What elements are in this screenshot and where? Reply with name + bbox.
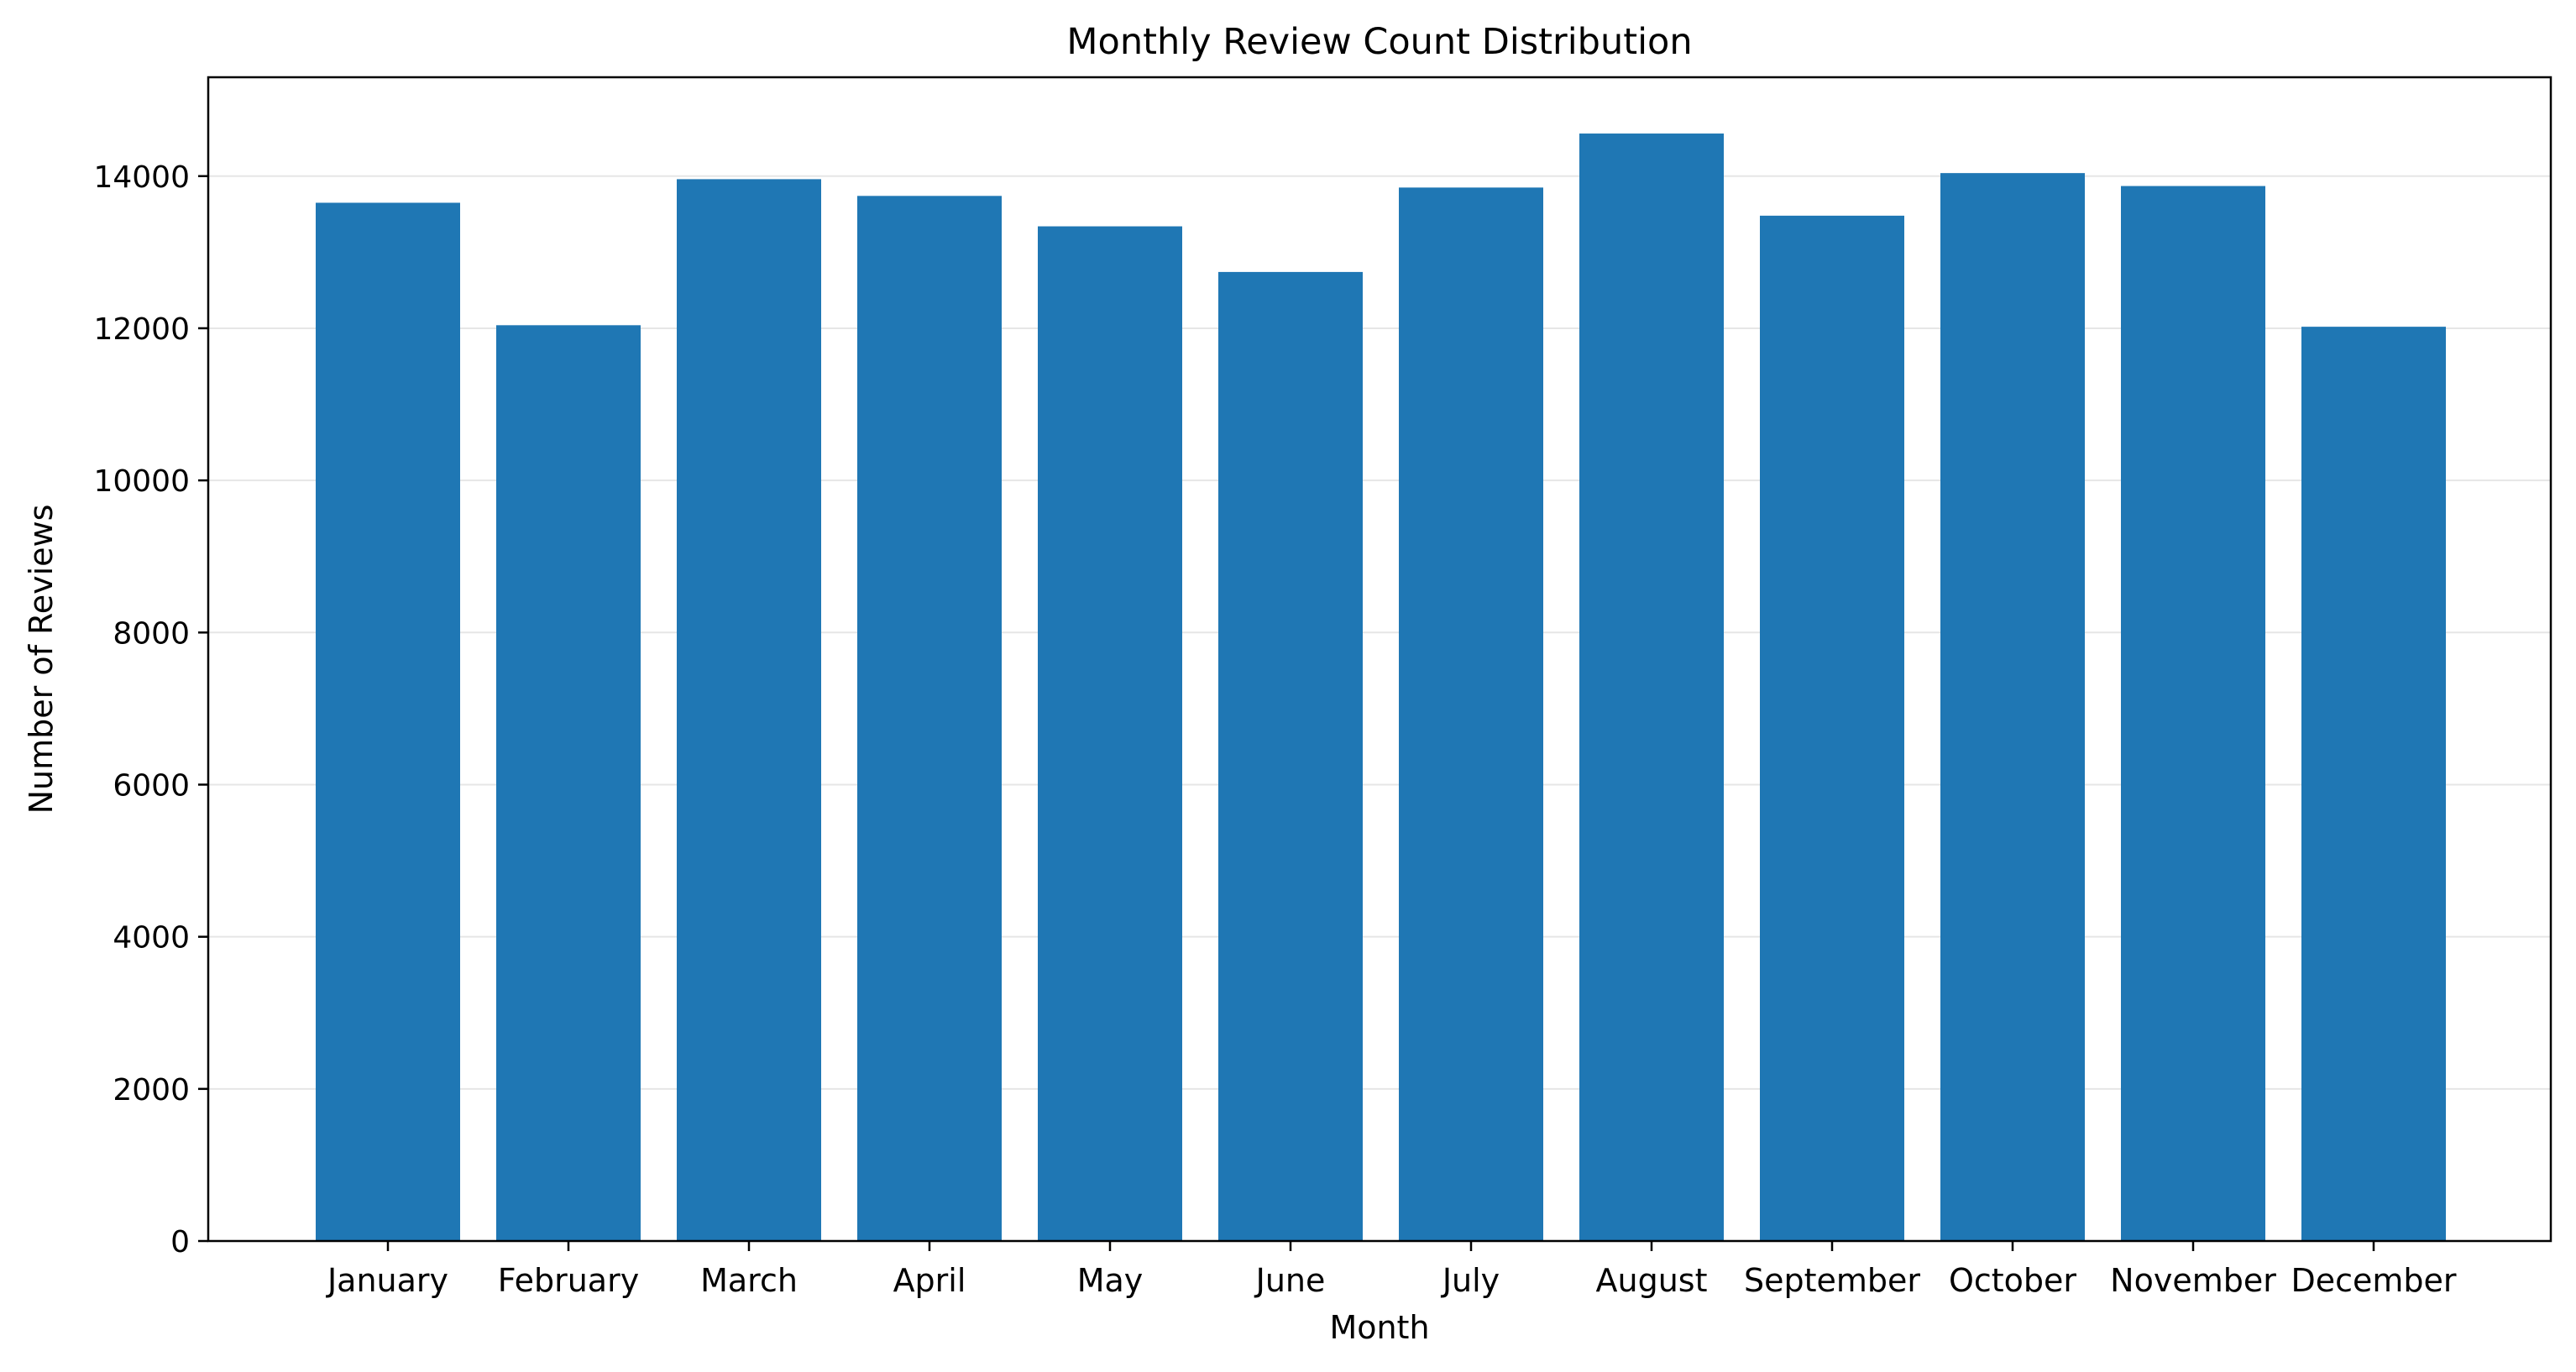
bar-march (677, 179, 821, 1242)
y-tick-label: 0 (170, 1225, 190, 1259)
bar-december (2301, 327, 2446, 1242)
y-tick-label: 10000 (93, 464, 190, 499)
x-tick-label: March (700, 1262, 798, 1299)
bar-october (1940, 173, 2085, 1242)
x-axis: January February March April May June July Augu… (326, 1241, 2457, 1299)
x-tick-label: February (498, 1262, 639, 1299)
x-tick-label: November (2110, 1262, 2276, 1299)
chart-title: Monthly Review Count Distribution (1066, 21, 1692, 63)
x-tick-label: January (326, 1262, 448, 1299)
bar-november (2121, 186, 2265, 1242)
y-tick-label: 12000 (93, 312, 190, 347)
x-tick-label: August (1596, 1262, 1708, 1299)
bar-january (316, 202, 460, 1241)
bar-february (496, 325, 641, 1242)
x-tick-label: October (1949, 1262, 2076, 1299)
y-tick-label: 14000 (93, 160, 190, 195)
bar-may (1038, 226, 1182, 1241)
y-axis-label: Number of Reviews (23, 505, 60, 814)
bars (316, 134, 2446, 1242)
bar-august (1579, 134, 1724, 1242)
plot-frame (207, 76, 2552, 1243)
x-tick-label: December (2291, 1262, 2456, 1299)
x-tick-label: May (1077, 1262, 1144, 1299)
x-tick-label: September (1744, 1262, 1920, 1299)
x-tick-label: April (893, 1262, 966, 1299)
y-tick-label: 8000 (113, 616, 190, 651)
x-axis-label: Month (1329, 1309, 1429, 1346)
x-tick-label: June (1254, 1262, 1326, 1299)
y-tick-label: 2000 (113, 1073, 190, 1108)
y-tick-label: 4000 (113, 921, 190, 956)
bar-april (857, 196, 1002, 1242)
bar-june (1218, 271, 1363, 1241)
y-tick-label: 6000 (113, 768, 190, 803)
y-axis: 0 2000 4000 6000 8000 10000 12000 14000 (93, 160, 208, 1259)
x-tick-label: July (1441, 1262, 1500, 1299)
bar-july (1399, 187, 1543, 1242)
bar-september (1760, 215, 1904, 1241)
